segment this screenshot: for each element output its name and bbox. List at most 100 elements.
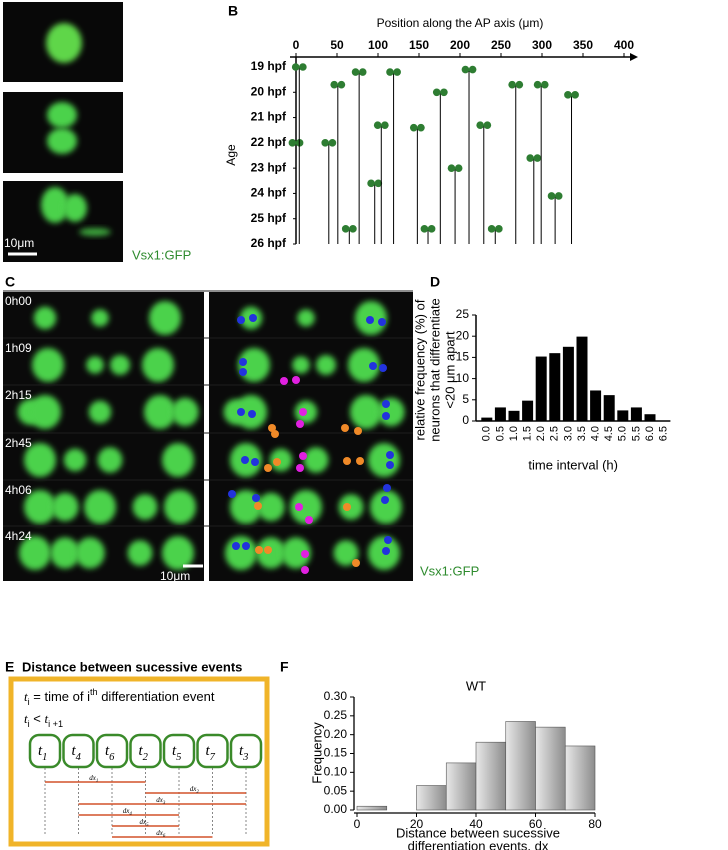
y-tick-label: 0.20 — [324, 727, 348, 741]
tracking-dot — [301, 566, 309, 574]
cell-blob — [47, 102, 77, 128]
x-tick-label: 2.0 — [535, 426, 547, 441]
x-tick-label: 20 — [410, 817, 424, 831]
cell-blob — [350, 395, 382, 429]
cell-blob — [290, 490, 322, 524]
formula-part: 7 — [210, 752, 216, 763]
tracking-dot — [292, 376, 300, 384]
y-tick-label: 5 — [462, 392, 469, 406]
tracking-dot — [255, 546, 263, 554]
event-marker — [341, 225, 357, 233]
cell-outline — [62, 733, 95, 769]
scale-label: 10μm — [160, 569, 190, 583]
formula-part: i +1 — [48, 719, 63, 729]
formula-part: dx — [156, 829, 164, 837]
tracking-dot — [381, 496, 389, 504]
tracking-dot — [228, 490, 236, 498]
cell-blob — [50, 537, 80, 569]
event-marker — [547, 192, 563, 200]
tracking-dot — [305, 516, 313, 524]
y-axis-title: Age — [224, 144, 238, 166]
panel-letter: D — [430, 274, 440, 290]
cell-blob — [51, 492, 79, 522]
tracking-dot — [296, 420, 304, 428]
event-marker — [420, 225, 436, 233]
cell-dot — [515, 80, 524, 89]
x-tick-label: 6.0 — [644, 426, 656, 441]
cell-blob — [33, 306, 57, 330]
histogram-bar — [416, 785, 447, 811]
cell-blob — [149, 301, 181, 335]
x-tick-label: 4.0 — [590, 426, 602, 441]
formula-part: 1 — [42, 752, 47, 763]
x-tick-label: 4.5 — [603, 426, 615, 441]
bar — [549, 353, 561, 421]
cell-blob — [162, 536, 194, 570]
cell-dot — [337, 80, 346, 89]
cell-dot — [454, 164, 463, 172]
cell-blob — [32, 348, 64, 382]
tracking-dot — [273, 458, 281, 466]
x-tick-label: 6.5 — [658, 426, 670, 441]
x-tick-label: 0.5 — [494, 426, 506, 441]
cell-dot — [508, 80, 516, 89]
formula-part: dx — [190, 785, 198, 793]
x-axis-title: time interval (h) — [528, 457, 618, 472]
tracking-dot — [343, 503, 351, 511]
cell-blob — [63, 194, 87, 222]
cell-dot — [299, 63, 307, 71]
event-marker — [351, 68, 367, 76]
y-axis-title: relative frequency (%) of — [412, 299, 427, 440]
formula-part: 3 — [163, 801, 166, 806]
x-axis-title: Position along the AP axis (μm) — [377, 16, 544, 30]
cell-dot — [487, 225, 496, 233]
x-tick-label: 60 — [529, 817, 543, 831]
cell-blob — [86, 356, 104, 374]
formula-part: 4 — [76, 752, 82, 763]
tracking-dot — [241, 456, 249, 464]
formula-part: t — [44, 711, 48, 726]
bar — [508, 410, 520, 421]
y-tick-label: 0.00 — [324, 802, 348, 816]
formula: dx3 — [156, 796, 166, 806]
formula-part: t — [239, 743, 244, 759]
formula: dx4 — [123, 807, 133, 817]
cell-dot — [447, 164, 456, 172]
cell-dot — [349, 225, 357, 233]
cell-outline — [28, 733, 62, 769]
formula: t3 — [239, 743, 248, 762]
cell-blob — [63, 448, 87, 472]
scale-label: 10μm — [4, 236, 34, 250]
cell-dot — [571, 91, 579, 99]
cell-outline — [229, 733, 263, 769]
formula-part: 6 — [109, 752, 115, 763]
cell-blob — [225, 536, 257, 570]
y-tick-label: 0.10 — [324, 765, 348, 779]
formula: dx2 — [190, 785, 200, 795]
event-marker — [447, 164, 463, 172]
y-tick-label: 20 — [456, 328, 470, 342]
formula-part: t — [38, 743, 43, 759]
bar — [494, 407, 506, 421]
formula-part: i — [87, 689, 90, 704]
x-tick-label: 50 — [330, 38, 344, 52]
formula-part: t — [139, 743, 144, 759]
chart-title: WT — [466, 678, 486, 693]
x-tick-label: 5.5 — [630, 426, 642, 441]
formula-part: t — [24, 689, 28, 704]
cell-blob — [79, 228, 111, 236]
bar — [590, 390, 602, 421]
tracking-dot — [252, 494, 260, 502]
x-tick-label: 400 — [614, 38, 634, 52]
bar — [644, 414, 656, 421]
x-tick-label: 80 — [588, 817, 602, 831]
cell-blob — [19, 536, 51, 570]
tracking-dot — [295, 503, 303, 511]
cell-blob — [29, 395, 61, 429]
tracking-dot — [383, 484, 391, 492]
event-marker — [508, 80, 524, 89]
x-tick-label: 0 — [354, 817, 361, 831]
tracking-dot — [239, 368, 247, 376]
cell-blob — [368, 443, 400, 477]
histogram-bar — [505, 721, 536, 811]
